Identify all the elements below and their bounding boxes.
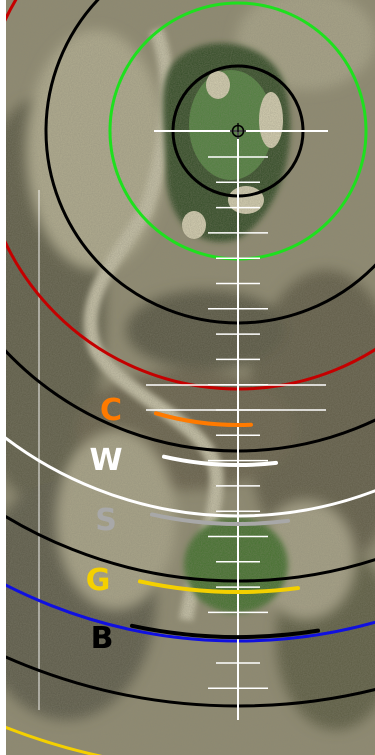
tee-arc (150, 512, 290, 526)
tee-label[interactable]: B (91, 621, 114, 656)
tee-label[interactable]: C (100, 393, 122, 428)
tee-arc (154, 411, 253, 427)
terrain-texture (6, 0, 375, 755)
tee-arc (162, 454, 278, 467)
tee-label[interactable]: S (95, 503, 117, 538)
tee-label[interactable]: G (86, 563, 111, 598)
tee-arc (138, 579, 300, 594)
tee-label[interactable]: W (89, 443, 122, 478)
tee-arc (130, 623, 320, 639)
crosshair-pin-icon[interactable] (230, 123, 246, 139)
